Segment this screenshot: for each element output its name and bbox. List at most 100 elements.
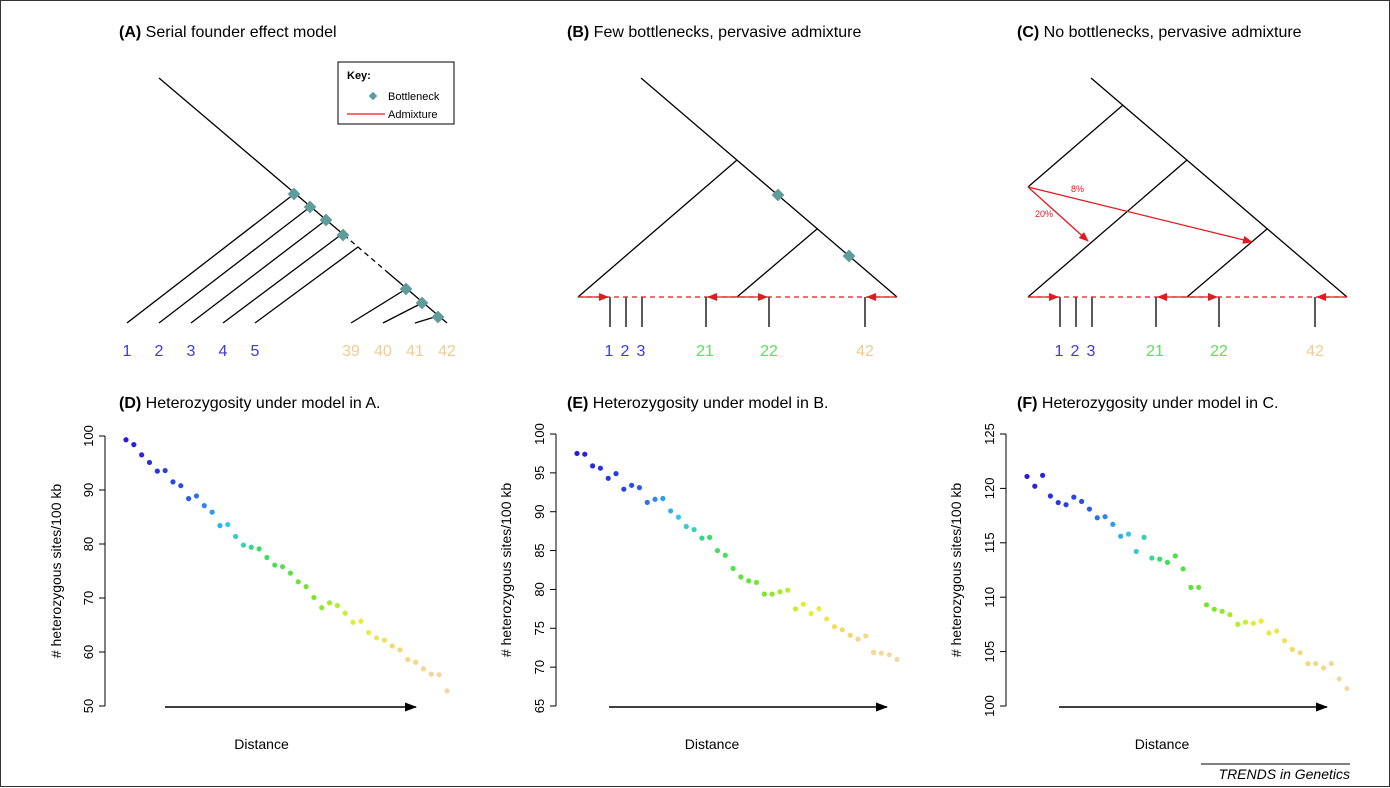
population-label: 2 [155, 343, 164, 360]
y-tick-label: 115 [982, 532, 997, 553]
data-point [1164, 559, 1171, 565]
admixture-percent: 8% [1071, 184, 1084, 194]
y-tick-label: 110 [982, 587, 997, 608]
data-point [761, 591, 767, 597]
data-point [1328, 660, 1334, 667]
tree-b [577, 77, 898, 327]
population-label: 39 [342, 343, 360, 360]
data-point [342, 610, 348, 616]
y-tick-label: 70 [532, 660, 547, 674]
population-label: 40 [374, 343, 392, 360]
data-point [839, 627, 845, 633]
population-label: 2 [1071, 343, 1080, 360]
admixture-percent: 20% [1035, 209, 1053, 219]
data-point [746, 578, 752, 584]
data-point [855, 636, 861, 642]
data-point [1055, 499, 1061, 506]
bottleneck-marker [287, 187, 301, 201]
data-point [1235, 621, 1241, 628]
data-point [1063, 502, 1069, 508]
data-point [350, 619, 356, 625]
bottleneck-marker [431, 310, 445, 324]
chart-f: (F) Heterozygosity under model in C. 100 1… [948, 395, 1350, 752]
data-point [334, 602, 340, 609]
data-point [1297, 650, 1303, 656]
legend-bottleneck-label: Bottleneck [388, 91, 440, 103]
data-point [668, 508, 674, 514]
population-label: 3 [1087, 343, 1096, 360]
data-point [311, 594, 317, 601]
y-tick-label: 100 [532, 423, 547, 445]
data-point [1086, 506, 1093, 512]
data-point [287, 570, 294, 576]
y-tick-label: 125 [982, 423, 997, 445]
population-label: 1 [1055, 343, 1064, 360]
data-point [1305, 660, 1311, 667]
data-point [405, 656, 411, 663]
population-label: 1 [123, 343, 132, 360]
data-point [730, 565, 736, 572]
population-label: 3 [187, 343, 196, 360]
y-tick-label: 120 [982, 478, 997, 500]
data-point [699, 535, 705, 541]
data-point [1047, 493, 1054, 499]
data-point [582, 451, 588, 457]
data-point [201, 503, 207, 509]
panel-a-title: (A) Serial founder effect model [119, 24, 337, 41]
data-point [1344, 685, 1350, 692]
data-point [1336, 676, 1342, 682]
data-point [1094, 515, 1100, 521]
data-point [1141, 534, 1147, 540]
x-axis-label: Distance [1135, 736, 1190, 752]
y-tick-label: 80 [532, 582, 547, 596]
data-point [1219, 608, 1225, 614]
y-tick-label: 85 [532, 543, 547, 557]
data-point [170, 479, 176, 485]
population-label: 4 [219, 343, 228, 360]
data-point [1196, 584, 1202, 591]
y-axis-label: # heterozygous sites/100 kb [48, 484, 64, 659]
panel-c-title: (C) No bottlenecks, pervasive admixture [1017, 24, 1302, 41]
data-point [272, 562, 278, 568]
data-point [366, 629, 372, 636]
data-point [831, 624, 838, 630]
y-axis-label: # heterozygous sites/100 kb [498, 483, 514, 658]
data-point [154, 468, 160, 474]
population-label: 42 [438, 343, 456, 360]
data-point [373, 635, 380, 641]
population-label: 22 [760, 343, 778, 360]
panel-b-title: (B) Few bottlenecks, pervasive admixture [567, 24, 861, 41]
data-point [660, 495, 666, 502]
data-point [240, 542, 247, 548]
data-point [217, 523, 223, 529]
tree-a-labels: 1 2 3 4 5 39 40 41 42 [123, 343, 456, 360]
data-point [1227, 612, 1233, 618]
data-point [714, 547, 721, 554]
data-point [1188, 584, 1194, 591]
data-point [1281, 638, 1288, 644]
data-point [413, 659, 419, 665]
data-point [1032, 483, 1038, 489]
data-point [644, 499, 650, 505]
data-point [279, 564, 286, 570]
data-point [1289, 646, 1295, 653]
data-point [886, 652, 892, 658]
data-point [597, 465, 604, 471]
data-point [1266, 630, 1272, 636]
y-tick-label: 90 [532, 504, 547, 518]
legend-bottleneck-swatch [368, 91, 378, 101]
journal-footer: TRENDS in Genetics [1219, 766, 1350, 782]
data-point [1157, 556, 1163, 562]
y-tick-label: 80 [81, 537, 96, 551]
data-point [1242, 619, 1249, 625]
data-point [1102, 514, 1108, 520]
data-point [753, 579, 760, 586]
chart-title-prefix: (D) [119, 395, 141, 412]
data-point [824, 616, 830, 622]
data-point [146, 459, 153, 466]
data-point [358, 618, 364, 624]
data-point [225, 521, 231, 528]
y-tick-label: 60 [81, 645, 96, 659]
tree-c [1027, 77, 1348, 327]
